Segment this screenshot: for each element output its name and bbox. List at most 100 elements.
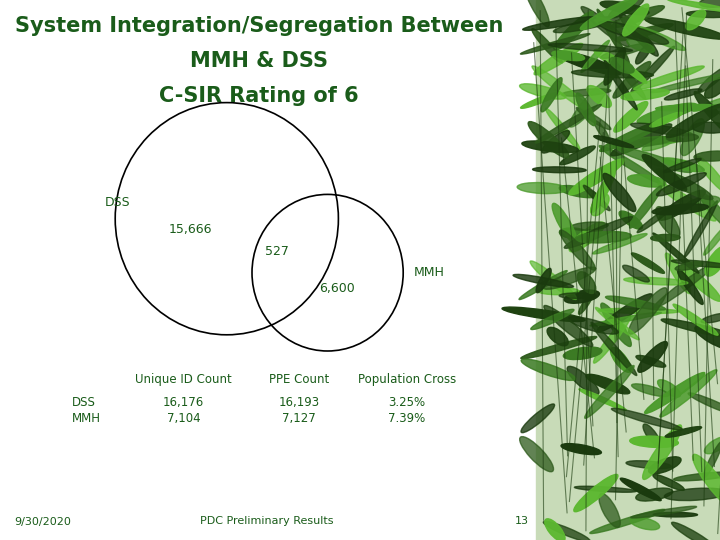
Ellipse shape <box>644 373 705 414</box>
Ellipse shape <box>693 96 720 111</box>
Ellipse shape <box>656 104 720 111</box>
Ellipse shape <box>517 183 567 194</box>
Ellipse shape <box>608 0 644 18</box>
Ellipse shape <box>544 522 590 540</box>
Ellipse shape <box>698 191 720 232</box>
Ellipse shape <box>567 366 599 395</box>
Ellipse shape <box>569 159 624 195</box>
Ellipse shape <box>643 424 660 446</box>
Ellipse shape <box>694 91 720 136</box>
Ellipse shape <box>564 290 600 303</box>
Ellipse shape <box>678 269 703 305</box>
Ellipse shape <box>554 16 622 32</box>
Ellipse shape <box>685 201 718 257</box>
Ellipse shape <box>698 66 720 92</box>
Ellipse shape <box>692 122 720 133</box>
Text: 9/30/2020: 9/30/2020 <box>14 516 71 526</box>
Ellipse shape <box>673 304 718 335</box>
Ellipse shape <box>643 425 682 480</box>
Ellipse shape <box>552 203 577 244</box>
Ellipse shape <box>521 404 554 433</box>
Ellipse shape <box>657 173 706 196</box>
Ellipse shape <box>631 507 696 518</box>
Ellipse shape <box>672 522 717 540</box>
Ellipse shape <box>598 22 669 44</box>
Ellipse shape <box>617 147 692 172</box>
Ellipse shape <box>611 124 672 156</box>
Ellipse shape <box>613 102 648 132</box>
Text: 7.39%: 7.39% <box>388 412 426 425</box>
Text: System Integration/Segregation Between: System Integration/Segregation Between <box>15 16 503 36</box>
Ellipse shape <box>612 5 665 28</box>
Text: MMH & DSS: MMH & DSS <box>190 51 328 71</box>
Ellipse shape <box>688 393 720 415</box>
Text: Population Cross: Population Cross <box>358 373 456 386</box>
Text: DSS: DSS <box>72 396 96 409</box>
Ellipse shape <box>664 158 701 172</box>
Ellipse shape <box>703 441 720 478</box>
Ellipse shape <box>637 205 673 233</box>
Ellipse shape <box>630 436 678 448</box>
Text: Unique ID Count: Unique ID Count <box>135 373 232 386</box>
Ellipse shape <box>595 307 639 340</box>
Ellipse shape <box>519 271 567 300</box>
Ellipse shape <box>694 151 720 161</box>
Ellipse shape <box>621 89 670 100</box>
Ellipse shape <box>638 31 654 53</box>
Ellipse shape <box>627 39 654 52</box>
Ellipse shape <box>623 4 649 36</box>
Ellipse shape <box>593 17 625 33</box>
Ellipse shape <box>681 119 704 156</box>
Ellipse shape <box>624 278 688 285</box>
Ellipse shape <box>549 44 632 52</box>
Ellipse shape <box>651 73 720 93</box>
Ellipse shape <box>623 265 649 282</box>
Ellipse shape <box>686 10 706 30</box>
Ellipse shape <box>547 327 568 346</box>
Ellipse shape <box>564 217 633 248</box>
Ellipse shape <box>570 79 611 127</box>
Ellipse shape <box>665 89 702 100</box>
Ellipse shape <box>649 457 681 474</box>
Ellipse shape <box>650 112 683 127</box>
Ellipse shape <box>636 488 672 501</box>
Ellipse shape <box>640 137 683 144</box>
Ellipse shape <box>704 437 720 454</box>
Ellipse shape <box>521 336 597 359</box>
Ellipse shape <box>590 194 609 215</box>
Ellipse shape <box>563 347 602 360</box>
Ellipse shape <box>634 66 704 90</box>
Ellipse shape <box>559 293 596 299</box>
Ellipse shape <box>611 347 631 372</box>
Ellipse shape <box>675 261 703 271</box>
Ellipse shape <box>599 494 621 528</box>
Ellipse shape <box>597 9 629 63</box>
Ellipse shape <box>597 294 652 332</box>
Ellipse shape <box>577 272 595 294</box>
Ellipse shape <box>575 486 636 492</box>
Text: MMH: MMH <box>72 412 101 425</box>
Ellipse shape <box>502 307 585 321</box>
Text: 6,600: 6,600 <box>319 282 355 295</box>
Text: 15,666: 15,666 <box>169 223 212 236</box>
Ellipse shape <box>561 444 601 455</box>
Ellipse shape <box>626 461 672 469</box>
Ellipse shape <box>598 308 680 314</box>
Ellipse shape <box>630 517 660 530</box>
Ellipse shape <box>533 167 586 173</box>
Ellipse shape <box>667 134 698 141</box>
Ellipse shape <box>554 12 593 50</box>
Ellipse shape <box>658 183 716 221</box>
Ellipse shape <box>595 121 609 141</box>
Ellipse shape <box>590 509 665 534</box>
Ellipse shape <box>631 253 665 273</box>
Ellipse shape <box>571 222 608 230</box>
Ellipse shape <box>656 207 680 237</box>
Ellipse shape <box>666 104 720 138</box>
Ellipse shape <box>536 268 552 293</box>
Ellipse shape <box>606 296 665 310</box>
Ellipse shape <box>699 0 720 8</box>
Ellipse shape <box>610 57 634 73</box>
Ellipse shape <box>523 0 549 27</box>
Text: 16,193: 16,193 <box>278 396 320 409</box>
